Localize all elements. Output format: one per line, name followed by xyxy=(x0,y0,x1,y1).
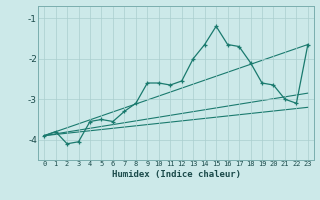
X-axis label: Humidex (Indice chaleur): Humidex (Indice chaleur) xyxy=(111,170,241,179)
